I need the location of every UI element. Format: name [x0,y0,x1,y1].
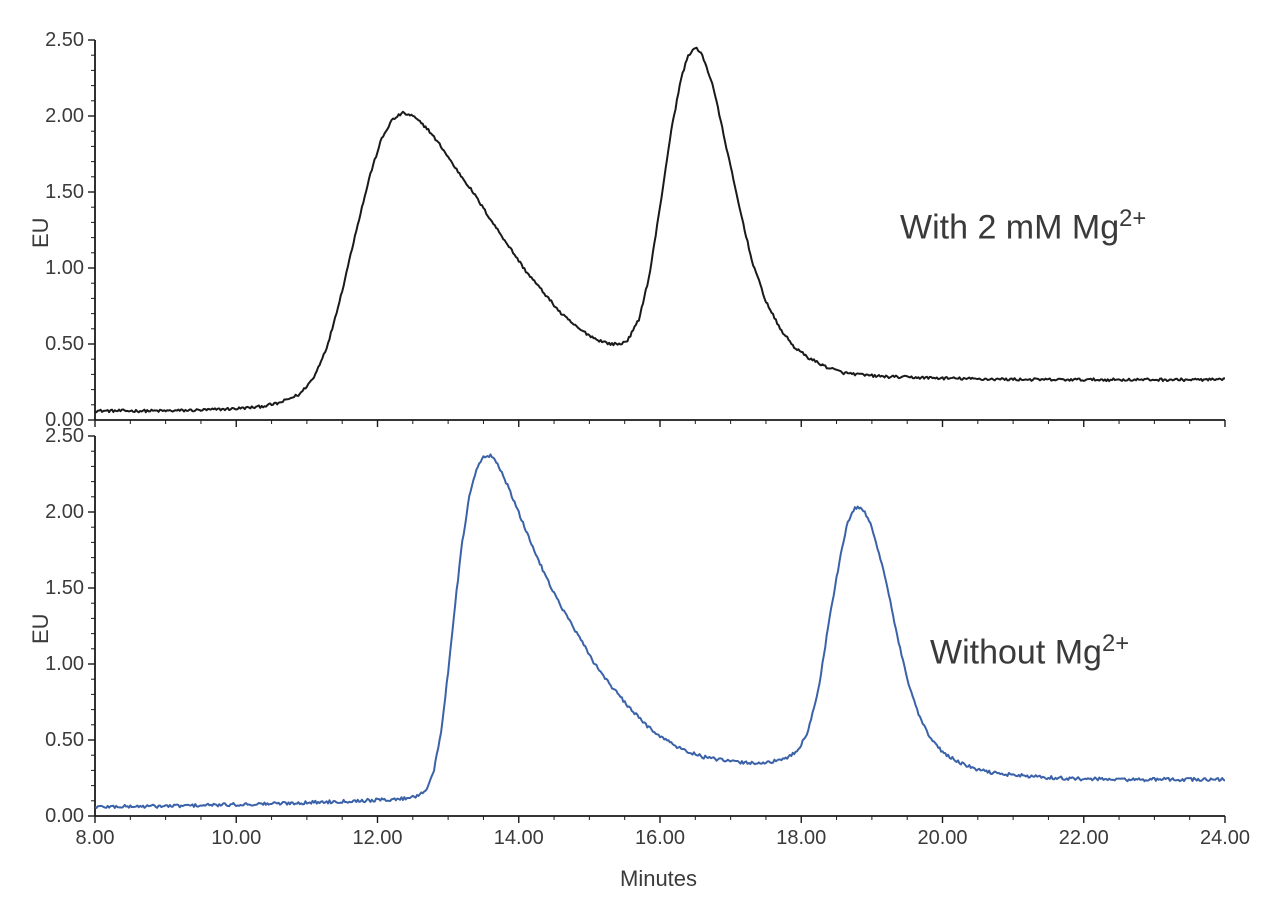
x-tick-label: 12.00 [350,827,406,850]
y-tick-label: 1.00 [45,653,84,676]
y-tick-label: 0.50 [45,729,84,752]
y-tick-label: 2.50 [45,29,84,52]
x-tick-label: 8.00 [67,827,123,850]
y-tick-label: 0.00 [45,805,84,828]
y-tick-label: 2.00 [45,105,84,128]
chromatogram-figure: With 2 mM Mg2+ Without Mg2+ EU EU Minute… [0,0,1280,912]
x-tick-label: 20.00 [915,827,971,850]
x-tick-label: 24.00 [1197,827,1253,850]
y-tick-label: 2.00 [45,501,84,524]
y-axis-label-bottom: EU [28,613,54,644]
y-tick-label: 1.50 [45,181,84,204]
bottom-panel-annotation: Without Mg2+ [930,630,1129,672]
y-tick-label: 1.50 [45,577,84,600]
y-tick-label: 2.50 [45,425,84,448]
x-tick-label: 22.00 [1056,827,1112,850]
figure-svg [0,0,1280,912]
y-tick-label: 0.50 [45,333,84,356]
y-axis-label-top: EU [28,217,54,248]
top-panel-annotation: With 2 mM Mg2+ [900,205,1146,247]
x-tick-label: 14.00 [491,827,547,850]
x-tick-label: 16.00 [632,827,688,850]
x-tick-label: 18.00 [773,827,829,850]
y-tick-label: 1.00 [45,257,84,280]
x-axis-label: Minutes [620,866,697,892]
x-tick-label: 10.00 [208,827,264,850]
